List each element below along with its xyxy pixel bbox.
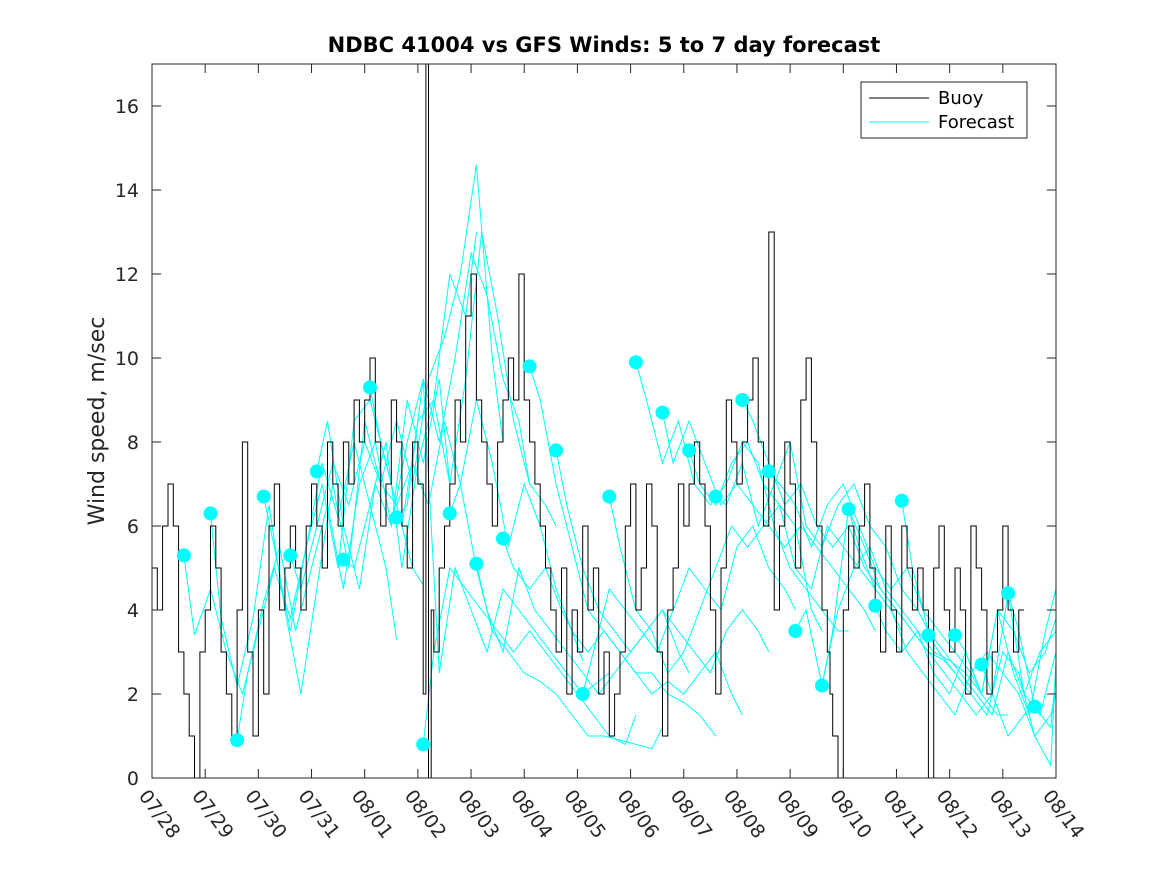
forecast-marker-6 (309, 464, 324, 479)
buoy-series (152, 63, 1025, 779)
forecast-markers (176, 355, 1042, 752)
y-tick-label-7: 14 (115, 180, 139, 202)
forecast-marker-31 (974, 657, 989, 672)
forecast-marker-17 (602, 489, 617, 504)
y-tick-label-3: 6 (127, 516, 139, 538)
legend-buoy-label: Buoy (938, 88, 984, 109)
forecast-line-16 (582, 524, 796, 695)
forecast-marker-30 (948, 628, 962, 643)
forecast-marker-1 (176, 548, 191, 563)
forecast-line-29 (927, 634, 1057, 768)
forecast-marker-23 (761, 464, 776, 479)
y-tick-label-0: 0 (127, 768, 139, 790)
forecast-marker-15 (549, 443, 564, 458)
forecast-line-2 (210, 420, 424, 695)
forecast-line-26 (848, 509, 1057, 738)
y-tick-label-8: 16 (115, 96, 139, 118)
forecast-line-17 (608, 496, 823, 675)
legend-forecast-label: Forecast (938, 112, 1014, 133)
forecast-marker-14 (522, 359, 537, 374)
forecast-marker-19 (655, 405, 670, 420)
forecast-marker-27 (868, 598, 883, 613)
forecast-marker-12 (469, 556, 484, 571)
y-tick-label-1: 2 (127, 684, 139, 706)
forecast-line-31 (981, 593, 1057, 717)
forecast-marker-21 (708, 489, 723, 504)
forecast-marker-8 (363, 380, 377, 395)
plot-area: 07/28 07/29 07/30 07/31 08/01 08/02 08/03 08/04… (115, 63, 1089, 843)
legend: Buoy Forecast (860, 81, 1028, 139)
forecast-marker-10 (416, 737, 431, 752)
forecast-marker-4 (256, 489, 271, 504)
forecast-marker-7 (336, 552, 351, 567)
y-tick-label-4: 8 (127, 432, 139, 454)
y-tick-label-5: 10 (115, 348, 139, 370)
legend-box (860, 81, 1028, 139)
buoy-line (152, 63, 1025, 779)
plot-frame (151, 63, 1057, 779)
forecast-marker-24 (788, 624, 803, 638)
forecast-marker-22 (735, 393, 750, 407)
forecast-marker-3 (230, 733, 245, 748)
forecast-marker-18 (628, 355, 643, 370)
forecast-line-1 (183, 441, 398, 696)
forecast-marker-13 (496, 531, 510, 546)
forecast-marker-26 (841, 502, 856, 517)
forecast-marker-11 (442, 506, 457, 521)
forecast-marker-16 (575, 687, 590, 701)
forecast-marker-20 (682, 443, 697, 458)
forecast-line-30 (954, 608, 1057, 696)
forecast-marker-2 (203, 506, 218, 521)
forecast-marker-32 (1001, 586, 1016, 601)
forecast-marker-5 (283, 548, 298, 563)
forecast-marker-29 (921, 628, 936, 643)
forecast-marker-25 (815, 678, 829, 693)
y-axis-label: Wind speed, m/sec (85, 317, 110, 526)
y-axis-ticks: 0 2 4 6 8 10 12 14 16 (115, 96, 1056, 790)
forecast-line-14 (529, 366, 743, 716)
chart-title: NDBC 41004 vs GFS Winds: 5 to 7 day fore… (328, 33, 881, 57)
forecast-line-10 (422, 566, 637, 746)
forecast-marker-28 (894, 493, 909, 508)
y-tick-label-6: 12 (115, 264, 139, 286)
y-tick-label-2: 4 (127, 600, 139, 622)
forecast-marker-33 (1027, 699, 1042, 714)
forecast-marker-9 (389, 510, 404, 525)
